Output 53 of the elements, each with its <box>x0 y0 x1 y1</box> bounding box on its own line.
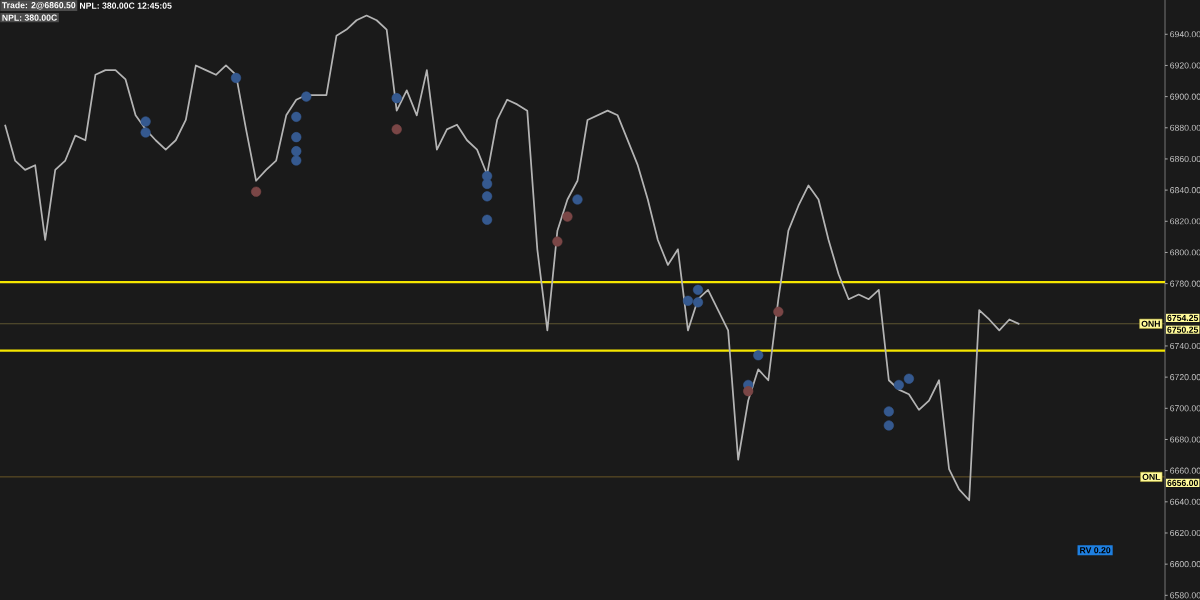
y-tick-label: 6700.00 <box>1170 405 1200 412</box>
annotation: Trade: 2@6860.50 <box>1 1 76 10</box>
point <box>572 194 583 205</box>
y-tick-label: 6920.00 <box>1170 62 1200 69</box>
point <box>291 146 302 157</box>
point <box>753 350 764 361</box>
y-tick-label: 6580.00 <box>1170 592 1200 599</box>
y-tick-label: 6840.00 <box>1170 187 1200 194</box>
y-tick-label: 6880.00 <box>1170 124 1200 131</box>
point <box>301 91 312 102</box>
point <box>903 373 914 384</box>
point <box>692 297 704 308</box>
text: 6656.00 <box>1167 479 1198 486</box>
point <box>682 295 694 306</box>
ref-line-label: ONH <box>1141 320 1160 327</box>
y-tick-label: 6620.00 <box>1170 529 1200 537</box>
point <box>893 379 904 390</box>
point <box>291 132 302 143</box>
point <box>291 155 302 166</box>
y-tick-label: 6860.00 <box>1170 155 1200 163</box>
ref-line-label: ONL <box>1142 473 1161 480</box>
point <box>743 386 754 397</box>
y-tick-label: 6940.00 <box>1170 31 1200 38</box>
text: 6754.25 <box>1167 314 1199 321</box>
point <box>140 116 151 127</box>
y-tick-label: 6680.00 <box>1170 436 1200 443</box>
point <box>230 72 242 83</box>
point <box>391 124 402 135</box>
point <box>391 93 402 104</box>
point <box>562 211 573 222</box>
y-tick-label: 6640.00 <box>1170 498 1200 505</box>
point <box>883 406 894 417</box>
point <box>552 236 563 247</box>
point <box>482 191 493 202</box>
point <box>883 420 894 431</box>
text: RV 0.20 <box>1080 547 1111 554</box>
point <box>482 214 493 225</box>
point <box>140 127 151 138</box>
y-tick-label: 6780.00 <box>1170 280 1200 287</box>
y-tick-label: 6900.00 <box>1170 93 1200 100</box>
point <box>692 284 704 295</box>
annotation: NPL: 380.00C <box>2 14 58 21</box>
y-tick-label: 6740.00 <box>1170 342 1200 350</box>
text: 6750.25 <box>1167 326 1199 333</box>
y-tick-label: 6800.00 <box>1170 249 1200 256</box>
point <box>773 306 784 317</box>
y-tick-label: 6820.00 <box>1170 218 1200 225</box>
point <box>291 111 302 122</box>
y-tick-label: 6720.00 <box>1170 374 1200 381</box>
annotation: NPL: 380.00C 12:45:05 <box>80 2 172 9</box>
y-tick-label: 6600.00 <box>1170 561 1200 568</box>
point <box>251 186 262 197</box>
y-tick-label: 6660.00 <box>1170 467 1200 474</box>
